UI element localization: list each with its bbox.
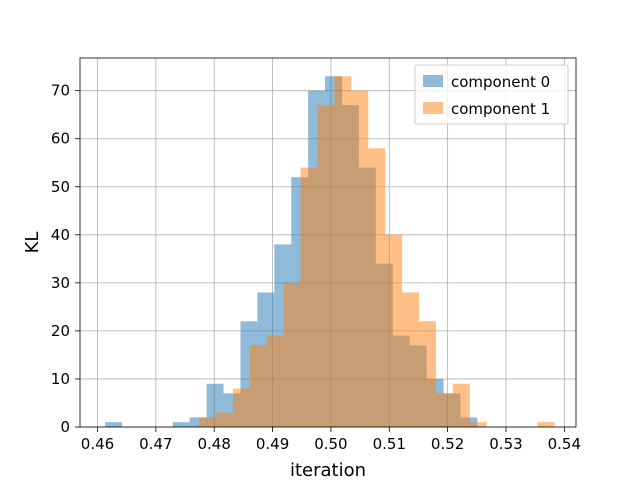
series-1-bar (419, 321, 436, 427)
x-tick-label: 0.49 (256, 435, 289, 453)
series-1-bar (537, 422, 555, 427)
histogram-bars (105, 76, 555, 427)
legend-label-0: component 0 (451, 73, 550, 91)
series-0-bar (172, 422, 190, 427)
series-1-bar (249, 345, 267, 427)
series-1-bar (402, 292, 420, 427)
y-axis-label: KL (22, 232, 43, 254)
series-1-bar (300, 167, 318, 427)
series-1-bar (452, 383, 470, 427)
series-1-bar (368, 148, 386, 427)
y-tick-label: 50 (51, 178, 70, 196)
x-tick-label: 0.50 (314, 435, 347, 453)
x-tick-label: 0.47 (139, 435, 172, 453)
series-1-bar (435, 393, 453, 427)
y-tick-label: 60 (51, 130, 70, 148)
legend-swatch-1 (423, 102, 443, 114)
series-0-bar (189, 417, 207, 427)
x-tick-label: 0.54 (548, 435, 581, 453)
y-tick-label: 30 (51, 274, 70, 292)
series-1-bar (266, 335, 284, 427)
x-tick-label: 0.48 (198, 435, 231, 453)
series-1-bar (283, 282, 301, 427)
series-1-bar (385, 234, 403, 427)
x-tick-label: 0.51 (373, 435, 406, 453)
series-1-bar (317, 105, 335, 427)
series-1-bar (232, 388, 250, 427)
y-tick-label: 10 (51, 370, 70, 388)
legend-label-1: component 1 (451, 100, 550, 118)
series-1-bars (199, 76, 555, 427)
legend: component 0 component 1 (414, 64, 569, 125)
y-tick-label: 40 (51, 226, 70, 244)
y-tick-label: 20 (51, 322, 70, 340)
x-tick-label: 0.52 (431, 435, 464, 453)
x-axis-ticks: 0.46 0.47 0.48 0.49 0.50 0.51 0.52 0.53 0.54 (81, 427, 581, 453)
y-tick-label: 70 (51, 82, 70, 100)
series-1-bar (199, 417, 216, 427)
series-1-bar (469, 422, 487, 427)
legend-swatch-0 (423, 75, 443, 87)
y-axis-ticks: 0 10 20 30 40 50 60 70 (51, 82, 80, 436)
legend-box (414, 64, 569, 125)
series-1-bar (215, 412, 233, 427)
x-axis-label: iteration (290, 460, 366, 480)
series-1-bar (351, 90, 369, 427)
x-tick-label: 0.53 (489, 435, 522, 453)
y-tick-label: 0 (60, 418, 70, 436)
x-tick-label: 0.46 (81, 435, 114, 453)
plot-frame (79, 57, 577, 428)
series-0-bar (105, 422, 123, 427)
series-1-bar (334, 76, 352, 427)
